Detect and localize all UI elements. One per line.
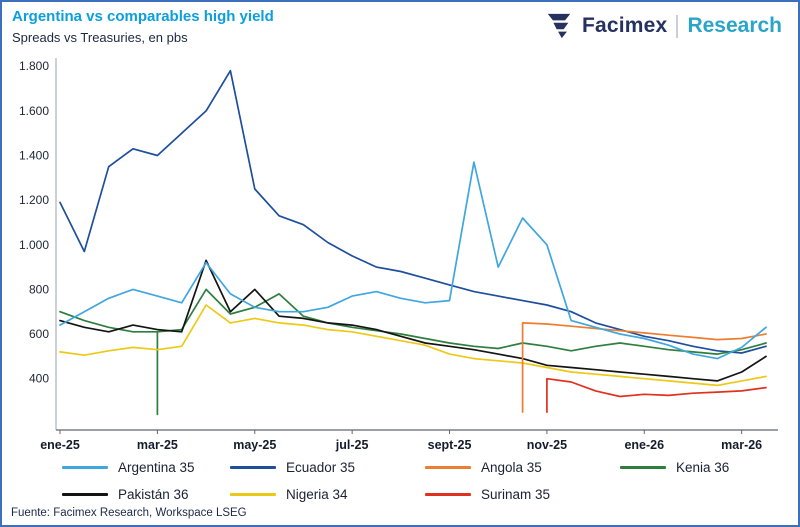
- chart-subtitle: Spreads vs Treasuries, en pbs: [12, 30, 188, 45]
- y-tick-label: 1.800: [19, 59, 49, 73]
- legend-label: Kenia 36: [676, 460, 730, 475]
- legend-item: Surinam 35: [425, 487, 620, 502]
- x-tick-label: sept-25: [428, 438, 472, 452]
- legend-item: Angola 35: [425, 460, 620, 475]
- legend-swatch: [230, 493, 276, 496]
- chart-legend: Argentina 35 Ecuador 35 Angola 35 Kenia 36 P…: [62, 460, 782, 502]
- facimex-funnel-icon: [547, 13, 571, 39]
- y-tick-label: 1.000: [19, 238, 49, 252]
- x-tick-label: ene-26: [624, 438, 664, 452]
- source-note: Fuente: Facimex Research, Workspace LSEG: [11, 507, 247, 519]
- legend-label: Ecuador 35: [286, 460, 356, 475]
- x-tick-label: may-25: [233, 438, 276, 452]
- legend-label: Pakistán 36: [118, 487, 189, 502]
- brand-research: Research: [687, 14, 782, 37]
- y-tick-label: 1.400: [19, 149, 49, 163]
- legend-label: Surinam 35: [481, 487, 551, 502]
- legend-item: Pakistán 36: [62, 487, 230, 502]
- series-line-ecuador-35: [59, 69, 767, 354]
- chart-title: Argentina vs comparables high yield: [12, 8, 274, 25]
- series-lines: [59, 69, 767, 416]
- x-tick-label: ene-25: [40, 438, 80, 452]
- legend-swatch: [230, 466, 276, 469]
- y-tick-label: 400: [29, 372, 49, 386]
- series-line-surinam-35: [546, 377, 767, 413]
- x-tick-label: mar-25: [137, 438, 178, 452]
- legend-swatch: [62, 466, 108, 469]
- x-tick-label: jul-25: [335, 438, 369, 452]
- y-tick-label: 1.600: [19, 104, 49, 118]
- y-tick-label: 600: [29, 327, 49, 341]
- legend-item: Argentina 35: [62, 460, 230, 475]
- y-tick-label: 1.200: [19, 193, 49, 207]
- legend-item: Ecuador 35: [230, 460, 425, 475]
- brand-divider: [676, 14, 679, 38]
- axes: 400 600 800 1.000 1.200 1.400 1.600 1.800 ene-25…: [19, 58, 778, 452]
- legend-label: Argentina 35: [118, 460, 195, 475]
- spreads-chart-svg: 400 600 800 1.000 1.200 1.400 1.600 1.800 ene-25…: [19, 58, 778, 452]
- chart-area: 400 600 800 1.000 1.200 1.400 1.600 1.800 ene-25…: [2, 52, 798, 452]
- legend-swatch: [425, 466, 471, 469]
- legend-swatch: [620, 466, 666, 469]
- series-line-angola-35: [521, 322, 767, 413]
- facimex-logo: Facimex Research: [545, 11, 782, 41]
- y-tick-label: 800: [29, 282, 49, 296]
- series-line-argentina-35: [59, 161, 767, 360]
- x-tick-label: nov-25: [527, 438, 567, 452]
- series-line-nigeria-34: [59, 304, 767, 387]
- legend-item: Nigeria 34: [230, 487, 425, 502]
- legend-swatch: [425, 493, 471, 496]
- brand-name: Facimex: [581, 14, 668, 37]
- x-tick-label: mar-26: [721, 438, 762, 452]
- legend-item: Kenia 36: [620, 460, 782, 475]
- legend-label: Angola 35: [481, 460, 542, 475]
- legend-label: Nigeria 34: [286, 487, 348, 502]
- legend-swatch: [62, 493, 108, 496]
- series-line-pakistán-36: [59, 259, 767, 382]
